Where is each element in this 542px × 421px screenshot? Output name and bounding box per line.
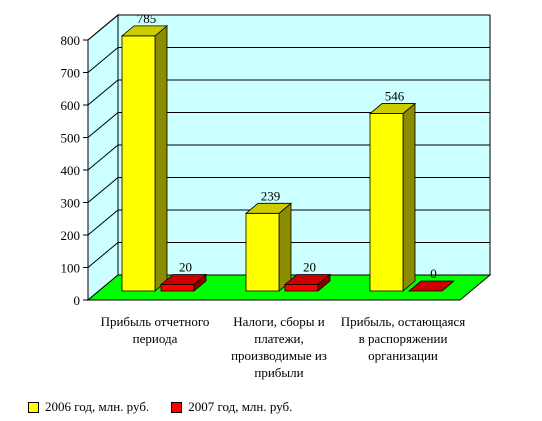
y-tick-label: 500 bbox=[61, 131, 81, 146]
bar-top-2006 bbox=[368, 103, 417, 114]
legend-item-2006: 2006 год, млн. руб. bbox=[28, 399, 149, 415]
gridline bbox=[87, 242, 490, 268]
y-tick-label: 100 bbox=[61, 261, 81, 276]
y-tick-label: 800 bbox=[61, 33, 81, 48]
bar-side-2006 bbox=[402, 102, 416, 292]
y-tick-label: 200 bbox=[61, 228, 81, 243]
bar-2006 bbox=[121, 35, 156, 292]
category-label: прибыли bbox=[254, 365, 303, 380]
gridline bbox=[87, 79, 490, 106]
data-label: 0 bbox=[430, 266, 437, 281]
value-axis: 0 100 200 300 400 500 600 700 800 bbox=[61, 33, 89, 308]
category-label: периода bbox=[133, 331, 178, 346]
y-tick-label: 700 bbox=[61, 66, 81, 81]
gridline bbox=[87, 144, 490, 171]
legend: 2006 год, млн. руб. 2007 год, млн. руб. bbox=[28, 398, 314, 416]
data-label: 20 bbox=[179, 260, 192, 275]
gridline bbox=[87, 209, 490, 236]
category-label: производимые из bbox=[231, 348, 327, 363]
bar-top-2007 bbox=[407, 280, 456, 292]
y-tick-label: 300 bbox=[61, 196, 81, 211]
category-label: организации bbox=[368, 348, 438, 363]
legend-swatch-2006 bbox=[28, 401, 39, 413]
bar-side-2006 bbox=[278, 202, 292, 292]
bar-top-2007 bbox=[159, 274, 208, 285]
gridline bbox=[87, 112, 490, 138]
category-label: Налоги, сборы и bbox=[233, 314, 325, 329]
bar-top-2006 bbox=[244, 202, 293, 214]
data-label: 546 bbox=[385, 89, 405, 104]
category-label: Прибыль, остающаяся bbox=[341, 314, 466, 329]
bar-top-2006 bbox=[120, 25, 169, 37]
bar-2006 bbox=[369, 113, 404, 292]
gridlines bbox=[87, 14, 490, 268]
legend-swatch-2007 bbox=[171, 401, 183, 413]
bar-2006 bbox=[245, 212, 280, 292]
gridline bbox=[87, 47, 490, 73]
y-tick-label: 400 bbox=[61, 163, 81, 178]
bar-top-2007 bbox=[283, 274, 332, 285]
data-label: 20 bbox=[303, 260, 316, 275]
bar-2007 bbox=[160, 284, 195, 292]
y-tick-label: 600 bbox=[61, 98, 81, 113]
bar-2007 bbox=[284, 284, 319, 292]
bar-side-2006 bbox=[154, 25, 168, 292]
data-label: 239 bbox=[261, 188, 281, 203]
legend-label-2006: 2006 год, млн. руб. bbox=[45, 399, 150, 414]
data-labels: 785 20 239 20 546 0 bbox=[137, 11, 437, 281]
category-label: Прибыль отчетного bbox=[101, 314, 210, 329]
legend-item-2007: 2007 год, млн. руб. bbox=[171, 399, 292, 415]
legend-label-2007: 2007 год, млн. руб. bbox=[188, 399, 293, 414]
bars bbox=[120, 25, 456, 292]
gridline bbox=[87, 177, 490, 203]
data-label: 785 bbox=[137, 11, 157, 26]
category-labels: Прибыль отчетного периода Налоги, сборы и п… bbox=[101, 314, 466, 380]
gridline bbox=[87, 14, 490, 41]
y-tick-label: 0 bbox=[74, 293, 81, 308]
category-label: платежи, bbox=[254, 331, 304, 346]
category-label: в распоряжении bbox=[359, 331, 448, 346]
